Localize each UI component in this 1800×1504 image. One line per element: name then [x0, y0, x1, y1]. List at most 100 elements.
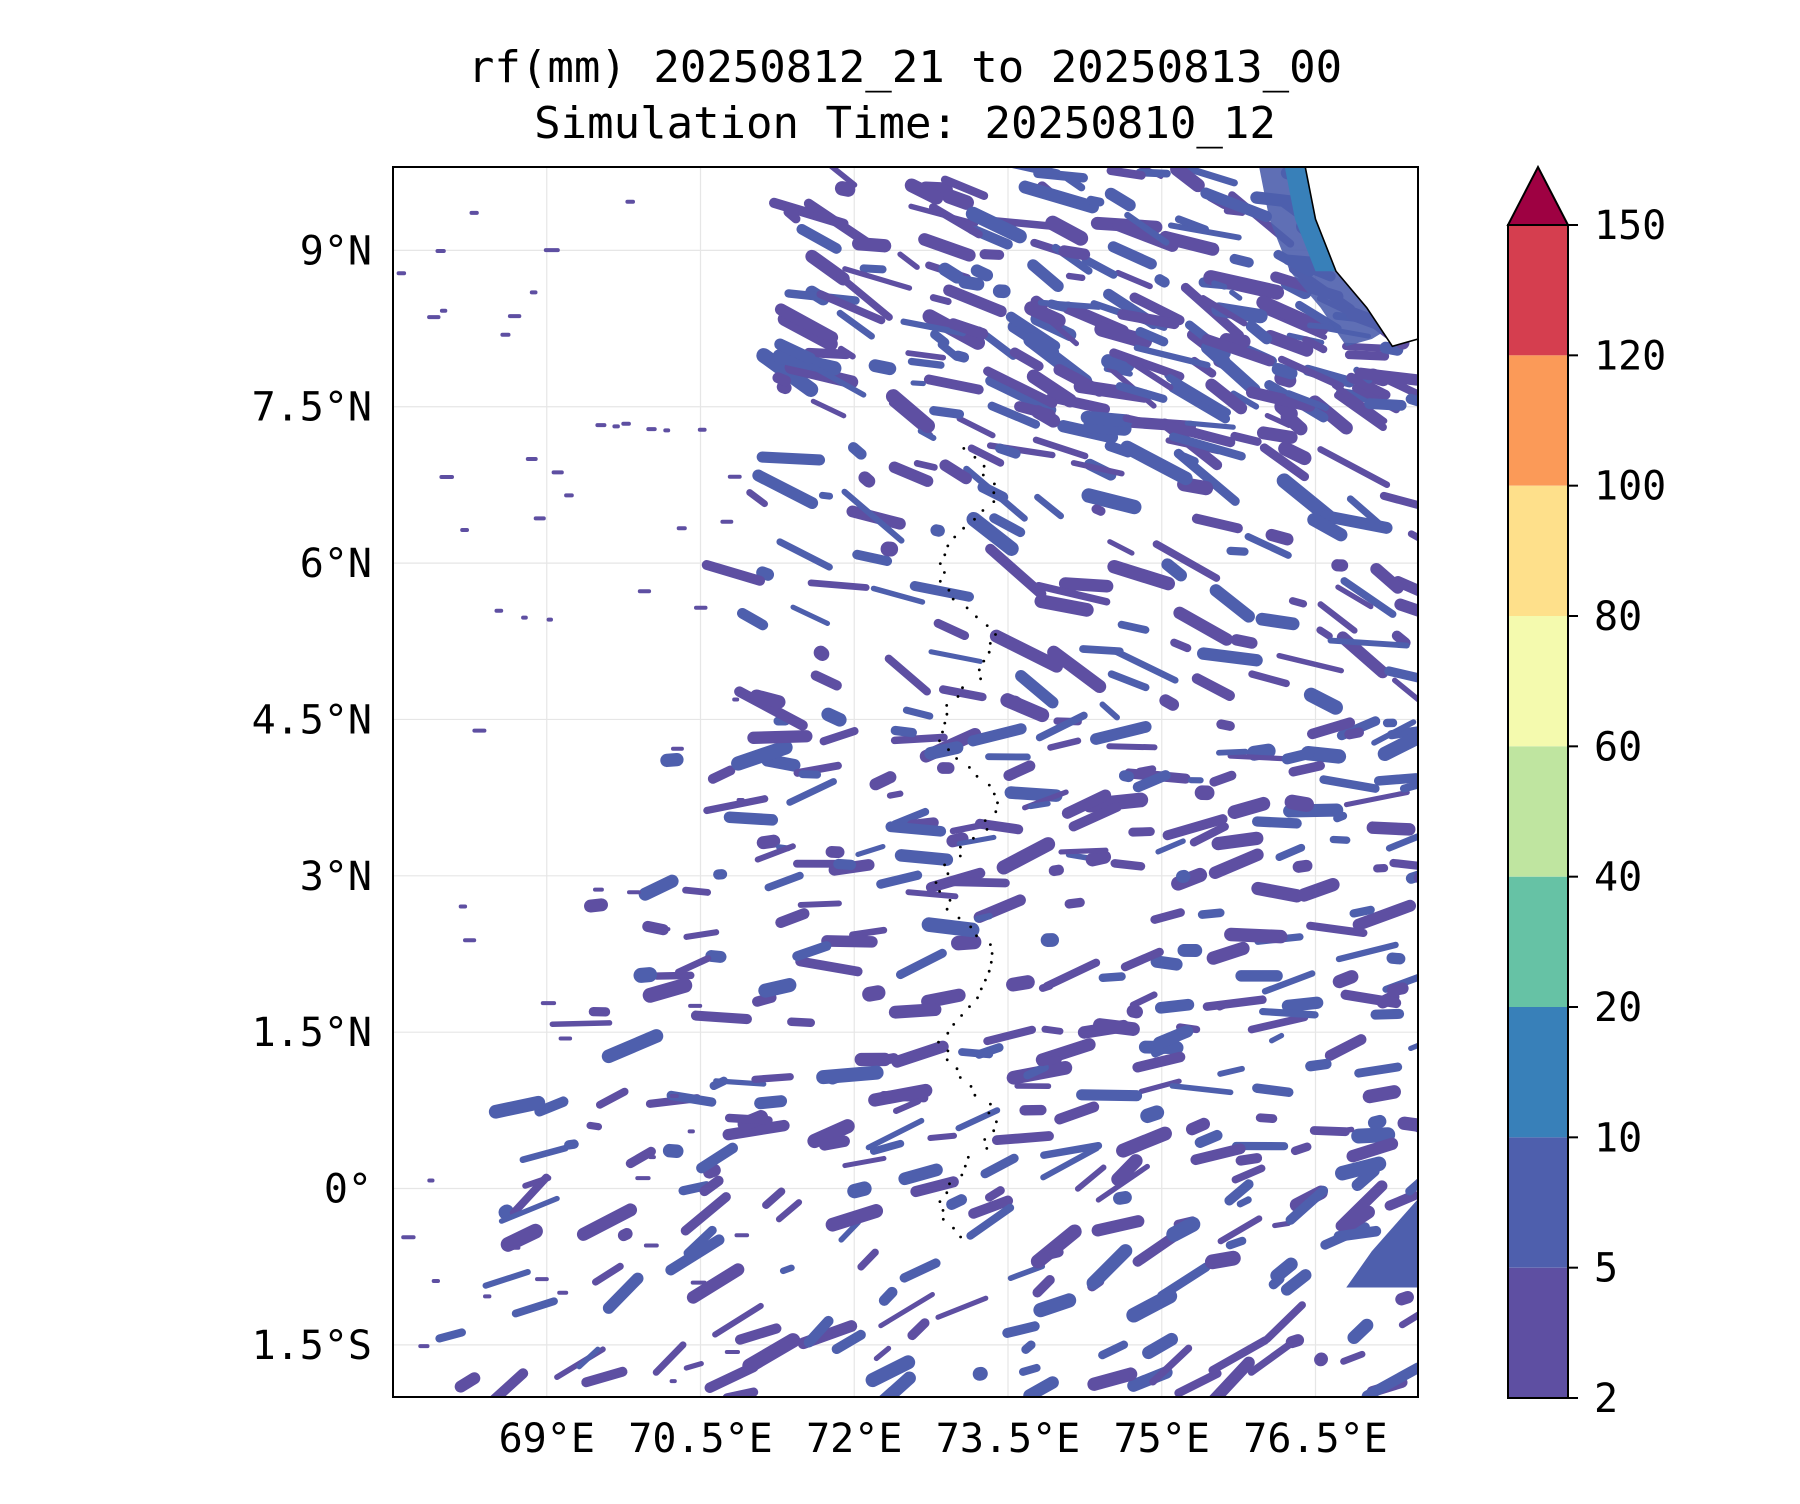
- rain-streak: [1245, 386, 1316, 412]
- rain-speck: [732, 697, 740, 702]
- rain-streak: [742, 1333, 801, 1374]
- rain-streak: [633, 967, 658, 983]
- rain-streak: [1112, 218, 1179, 252]
- rain-streak: [1194, 785, 1215, 801]
- rain-streak: [1129, 991, 1158, 1009]
- atoll-dot: [962, 447, 966, 450]
- atoll-dot: [981, 473, 985, 477]
- atoll-dot: [945, 1191, 949, 1195]
- rain-streak: [435, 1328, 466, 1343]
- atoll-dot: [943, 721, 947, 725]
- rain-speck: [688, 1003, 703, 1008]
- atoll-dot: [996, 801, 999, 805]
- rain-streak: [1275, 843, 1306, 862]
- atoll-dot: [948, 898, 952, 902]
- colorbar-tick-label: 100: [1594, 464, 1666, 510]
- rain-streak: [638, 874, 679, 901]
- rain-streak: [1331, 559, 1349, 572]
- rain-streak: [1142, 1332, 1179, 1360]
- rain-streak: [1054, 1101, 1100, 1125]
- atoll-dot: [982, 659, 986, 663]
- atoll-dot: [959, 1235, 962, 1239]
- rain-streak: [989, 513, 1026, 538]
- atoll-dot: [946, 1031, 950, 1035]
- rain-streak: [662, 1143, 684, 1158]
- rain-streak: [1153, 1025, 1194, 1050]
- rain-streak: [1290, 1142, 1312, 1156]
- rain-streak: [974, 818, 1024, 835]
- rain-streak: [1159, 230, 1220, 256]
- rain-streak: [873, 1345, 892, 1362]
- rain-streak: [1166, 1216, 1201, 1242]
- atoll-dot: [945, 712, 949, 716]
- rain-streak: [1419, 571, 1442, 593]
- rain-streak: [983, 366, 1058, 408]
- atoll-dot: [952, 1226, 955, 1230]
- atoll-dot: [941, 730, 944, 734]
- rain-streak: [924, 741, 964, 760]
- map-frame: [392, 166, 1419, 1398]
- rain-streak: [878, 1291, 935, 1329]
- rain-streak: [1015, 670, 1059, 709]
- y-tick-label: 6°N: [300, 541, 372, 587]
- rain-streak: [979, 249, 1005, 260]
- rain-streak: [1418, 806, 1458, 825]
- rain-speck: [671, 746, 684, 751]
- rain-streak: [1384, 666, 1418, 689]
- rain-streak: [749, 689, 786, 709]
- rain-streak: [833, 858, 857, 871]
- rain-speck: [748, 798, 763, 803]
- rain-streak: [1335, 584, 1374, 610]
- atoll-dot: [987, 650, 991, 654]
- rain-streak: [1211, 831, 1264, 851]
- rain-streak: [858, 471, 876, 488]
- rain-streak: [905, 350, 947, 361]
- rain-streak: [1135, 326, 1169, 347]
- rain-streak: [498, 1195, 560, 1224]
- rain-streak: [1118, 770, 1135, 783]
- rain-streak: [892, 1098, 922, 1115]
- rain-streak: [1320, 510, 1393, 534]
- rain-speck: [431, 1279, 440, 1283]
- rain-streak: [1091, 504, 1106, 516]
- rain-streak: [1208, 848, 1264, 879]
- rain-streak: [991, 1131, 1054, 1146]
- rain-speck: [625, 199, 635, 204]
- rain-streak: [1211, 302, 1268, 324]
- rain-streak: [1399, 780, 1418, 793]
- rain-streak: [1104, 440, 1133, 458]
- rain-streak: [1288, 597, 1308, 608]
- atoll-dot: [946, 544, 950, 548]
- rain-streak: [1110, 859, 1146, 871]
- rain-speck: [669, 1094, 679, 1098]
- rain-streak: [952, 350, 970, 363]
- rain-speck: [736, 798, 745, 802]
- colorbar-segment: [1508, 355, 1568, 486]
- rain-streak: [754, 1095, 788, 1110]
- chart-title-line1: rf(mm) 20250812_21 to 20250813_00: [468, 42, 1342, 93]
- rain-streak: [865, 1355, 916, 1388]
- rain-streak: [933, 618, 970, 641]
- rain-streak: [1335, 1180, 1388, 1232]
- y-tick-label: 1.5°N: [252, 1010, 372, 1056]
- rain-streak: [992, 284, 1011, 299]
- atoll-dot: [988, 642, 992, 645]
- rain-streak: [921, 917, 980, 938]
- rain-streak: [910, 1176, 959, 1198]
- rain-streak: [549, 1020, 613, 1027]
- rain-streak: [854, 1052, 892, 1067]
- atoll-dot: [987, 783, 991, 787]
- rain-speck: [697, 427, 707, 432]
- rain-streak: [909, 581, 974, 602]
- rain-streak: [1209, 770, 1237, 787]
- rain-streak: [1407, 530, 1418, 553]
- rain-streak: [713, 869, 728, 880]
- atoll-dot: [962, 526, 965, 530]
- rain-streak: [803, 198, 873, 249]
- rain-streak: [1268, 1032, 1285, 1044]
- rain-streak: [1201, 334, 1275, 367]
- rain-streak: [1132, 1051, 1186, 1073]
- rain-streak: [1202, 995, 1267, 1011]
- colorbar-segment: [1508, 485, 1568, 616]
- atoll-dot: [938, 579, 942, 583]
